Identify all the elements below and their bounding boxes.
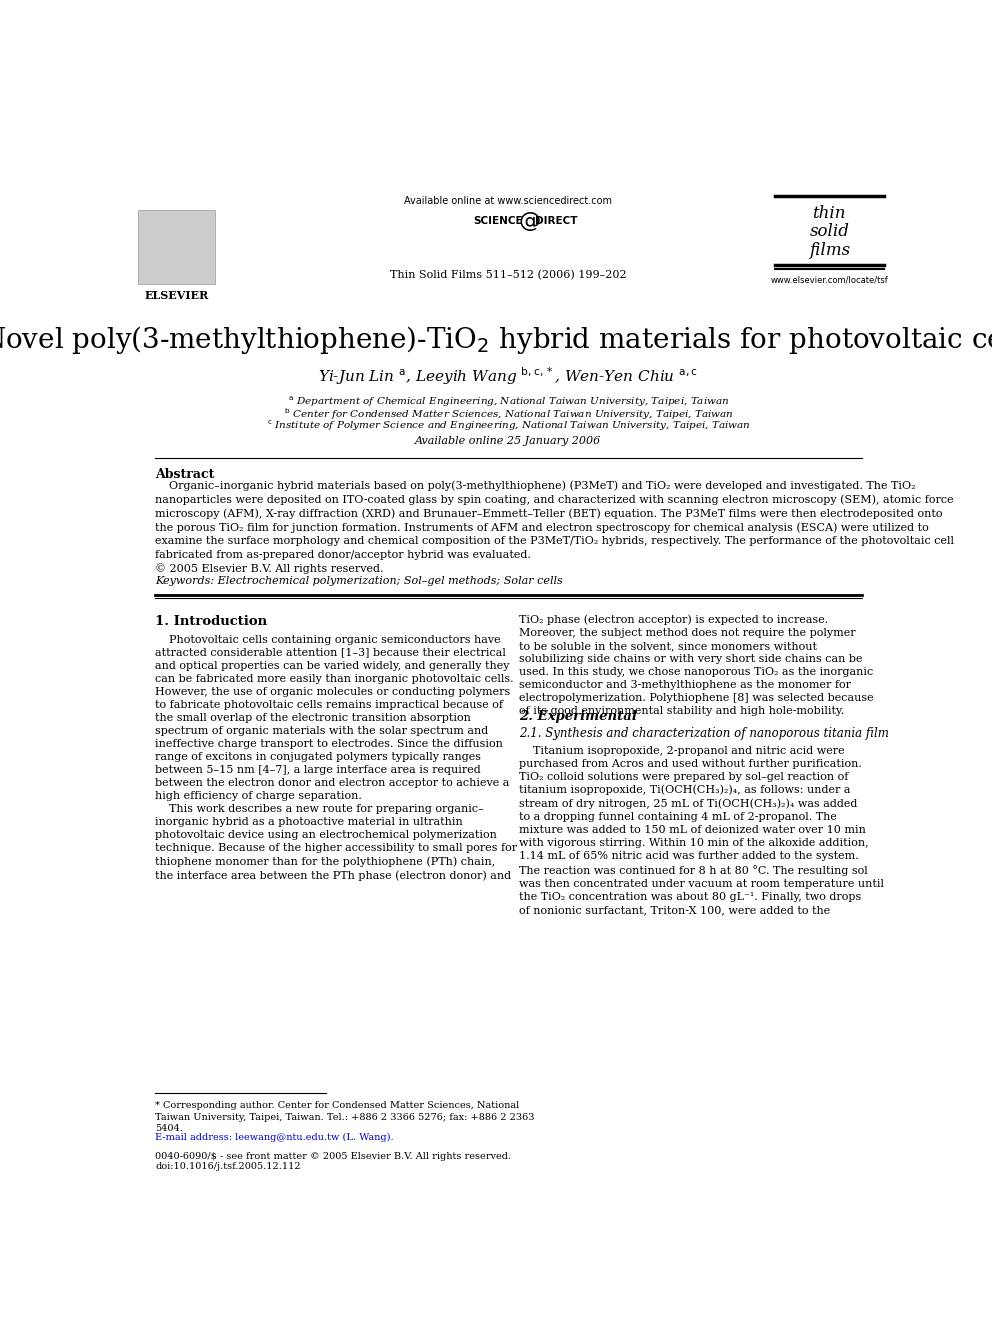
Text: www.elsevier.com/locate/tsf: www.elsevier.com/locate/tsf [771,275,888,284]
Text: $^{\rm b}$ Center for Condensed Matter Sciences, National Taiwan University, Tai: $^{\rm b}$ Center for Condensed Matter S… [284,406,733,422]
Text: ELSEVIER: ELSEVIER [145,290,209,300]
Text: SCIENCE: SCIENCE [473,216,523,226]
Text: TiO₂ phase (electron acceptor) is expected to increase.
Moreover, the subject me: TiO₂ phase (electron acceptor) is expect… [519,615,874,717]
Text: 1. Introduction: 1. Introduction [155,615,267,627]
Text: Photovoltaic cells containing organic semiconductors have
attracted considerable: Photovoltaic cells containing organic se… [155,635,517,881]
Text: Thin Solid Films 511–512 (2006) 199–202: Thin Solid Films 511–512 (2006) 199–202 [390,270,627,280]
Text: E-mail address: leewang@ntu.edu.tw (L. Wang).: E-mail address: leewang@ntu.edu.tw (L. W… [155,1132,394,1142]
Text: doi:10.1016/j.tsf.2005.12.112: doi:10.1016/j.tsf.2005.12.112 [155,1162,301,1171]
Text: Abstract: Abstract [155,468,214,482]
Text: films: films [808,242,850,259]
Text: Novel poly(3-methylthiophene)-TiO$_2$ hybrid materials for photovoltaic cells: Novel poly(3-methylthiophene)-TiO$_2$ hy… [0,324,992,356]
Text: Organic–inorganic hybrid materials based on poly(3-methylthiophene) (P3MeT) and : Organic–inorganic hybrid materials based… [155,480,954,574]
Text: DIRECT: DIRECT [535,216,577,226]
Text: 0040-6090/$ - see front matter © 2005 Elsevier B.V. All rights reserved.: 0040-6090/$ - see front matter © 2005 El… [155,1152,511,1162]
Text: Available online 25 January 2006: Available online 25 January 2006 [416,437,601,446]
Text: Titanium isopropoxide, 2-propanol and nitric acid were
purchased from Acros and : Titanium isopropoxide, 2-propanol and ni… [519,745,884,914]
Text: $^{\rm c}$ Institute of Polymer Science and Engineering, National Taiwan Univers: $^{\rm c}$ Institute of Polymer Science … [267,419,750,434]
Text: 2. Experimental: 2. Experimental [519,710,637,724]
Text: Available online at www.sciencedirect.com: Available online at www.sciencedirect.co… [405,196,612,205]
Text: * Corresponding author. Center for Condensed Matter Sciences, National
Taiwan Un: * Corresponding author. Center for Conde… [155,1101,535,1132]
Text: Yi-Jun Lin $^{\rm a}$, Leeyih Wang $^{\rm b,c,*}$, Wen-Yen Chiu $^{\rm a,c}$: Yi-Jun Lin $^{\rm a}$, Leeyih Wang $^{\r… [318,365,698,386]
Text: @: @ [519,212,542,232]
Text: Keywords: Electrochemical polymerization; Sol–gel methods; Solar cells: Keywords: Electrochemical polymerization… [155,576,562,586]
Text: 2.1. Synthesis and characterization of nanoporous titania film: 2.1. Synthesis and characterization of n… [519,728,889,740]
Text: $^{\rm a}$ Department of Chemical Engineering, National Taiwan University, Taipe: $^{\rm a}$ Department of Chemical Engine… [288,394,729,409]
Text: thin: thin [812,205,846,222]
Text: solid: solid [809,224,849,241]
FancyBboxPatch shape [138,210,215,283]
